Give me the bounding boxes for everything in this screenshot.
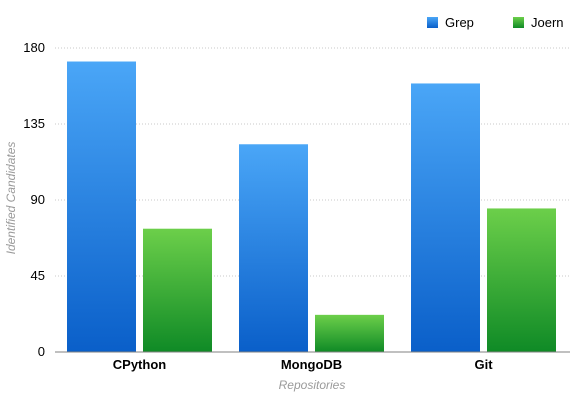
legend-item-joern: Joern bbox=[513, 15, 564, 30]
y-tick-label: 180 bbox=[23, 40, 45, 55]
x-tick-labels: CPython MongoDB Git bbox=[113, 357, 493, 372]
y-tick-label: 135 bbox=[23, 116, 45, 131]
bar-grep-cpython bbox=[67, 61, 136, 353]
y-tick-label: 90 bbox=[31, 192, 45, 207]
bar-joern-git bbox=[487, 208, 556, 352]
legend: Grep Joern bbox=[427, 15, 564, 30]
legend-swatch-joern bbox=[513, 17, 524, 28]
legend-swatch-grep bbox=[427, 17, 438, 28]
legend-label-joern: Joern bbox=[531, 15, 564, 30]
y-tick-label: 0 bbox=[38, 344, 45, 359]
gridlines bbox=[55, 47, 570, 277]
x-tick-label-cpython: CPython bbox=[113, 357, 167, 372]
bars bbox=[67, 61, 556, 353]
x-axis-title: Repositories bbox=[279, 378, 346, 392]
y-axis-title: Identified Candidates bbox=[4, 142, 18, 255]
x-tick-label-mongodb: MongoDB bbox=[281, 357, 342, 372]
y-tick-label: 45 bbox=[31, 268, 45, 283]
legend-label-grep: Grep bbox=[445, 15, 474, 30]
bar-joern-mongodb bbox=[315, 314, 384, 352]
bar-joern-cpython bbox=[143, 228, 212, 352]
x-tick-label-git: Git bbox=[474, 357, 493, 372]
y-tick-labels: 0 45 90 135 180 bbox=[23, 40, 45, 359]
bar-grep-mongodb bbox=[239, 144, 308, 352]
bar-grep-git bbox=[411, 83, 480, 352]
legend-item-grep: Grep bbox=[427, 15, 474, 30]
